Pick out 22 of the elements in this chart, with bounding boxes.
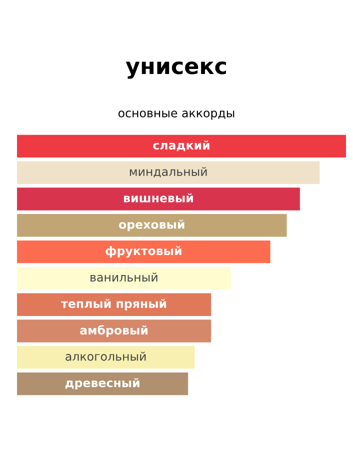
y-tick-label: алкогольный [66,352,146,361]
y-tick-label: теплый пряный [61,298,166,310]
bar [17,372,188,396]
y-tick-label: ореховый [119,220,184,232]
y-tick-label: миндальный [130,166,207,178]
bar [17,320,212,342]
y-tick-label: древесный [65,378,140,390]
y-tick-label: фруктовый [106,246,182,258]
bar [17,214,287,237]
bar [17,188,300,210]
chart-title: унисекс [126,62,226,79]
bar [17,134,346,158]
y-tick-label: вишневый [124,193,193,202]
bar [17,346,195,369]
bar [17,240,270,264]
bar [17,266,231,290]
y-tick-label: амбровый [80,325,148,337]
bar [17,161,320,184]
y-tick-label: сладкий [153,140,210,152]
bar [17,293,212,316]
y-tick-label: ванильный [90,272,158,282]
chart-subtitle: основные аккорды [118,110,234,120]
